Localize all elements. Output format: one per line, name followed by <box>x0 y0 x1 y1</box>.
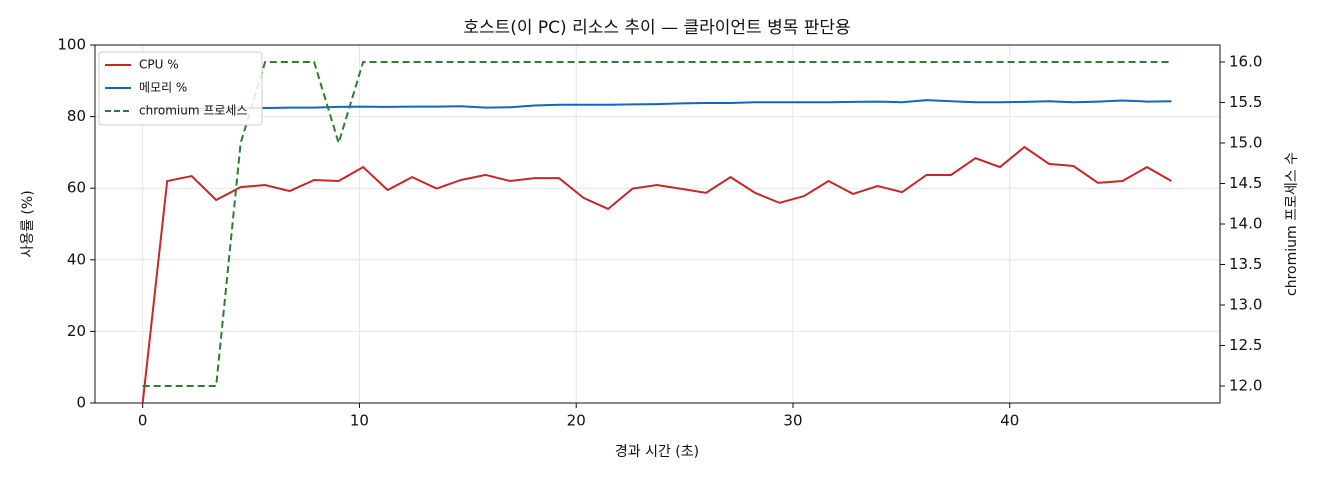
series-line <box>142 99 1172 110</box>
y-tick-label: 60 <box>67 179 86 197</box>
y-tick-label: 100 <box>57 36 86 54</box>
y-tick-label: 20 <box>67 322 86 340</box>
y2-tick-label: 13.0 <box>1229 295 1262 313</box>
x-tick-label: 40 <box>1000 412 1019 430</box>
x-axis-label: 경과 시간 (초) <box>615 444 699 460</box>
y-tick-label: 40 <box>67 250 86 268</box>
y2-tick-label: 14.5 <box>1229 174 1262 192</box>
y-tick-label: 80 <box>67 107 86 125</box>
x-tick-label: 0 <box>138 412 148 430</box>
x-tick-label: 30 <box>783 412 802 430</box>
plot-frame <box>94 44 1221 404</box>
y-tick-label: 0 <box>76 394 86 412</box>
y2-tick-label: 15.5 <box>1229 93 1262 111</box>
legend-label: 메모리 % <box>139 81 187 95</box>
y2-tick-label: 14.0 <box>1229 215 1262 233</box>
series-line <box>141 145 1172 404</box>
legend-box <box>98 51 263 126</box>
y2-axis-label: chromium 프로세스 수 <box>1284 152 1300 296</box>
x-tick-label: 10 <box>350 412 369 430</box>
chart-title: 호스트(이 PC) 리소스 추이 — 클라이언트 병목 판단용 <box>463 18 850 38</box>
series-line <box>142 61 1172 387</box>
legend: CPU % 메모리 % chromium 프로세스 <box>98 51 263 126</box>
y-axis-label: 사용률 (%) <box>20 190 36 257</box>
x-tick-label: 20 <box>567 412 586 430</box>
y2-tick-label: 12.0 <box>1229 376 1262 394</box>
legend-label: chromium 프로세스 <box>139 104 248 118</box>
y2-tick-label: 15.0 <box>1229 134 1262 152</box>
legend-label: CPU % <box>139 58 179 72</box>
y2-tick-label: 12.5 <box>1229 336 1262 354</box>
y2-tick-label: 16.0 <box>1229 53 1262 71</box>
y2-tick-label: 13.5 <box>1229 255 1262 273</box>
